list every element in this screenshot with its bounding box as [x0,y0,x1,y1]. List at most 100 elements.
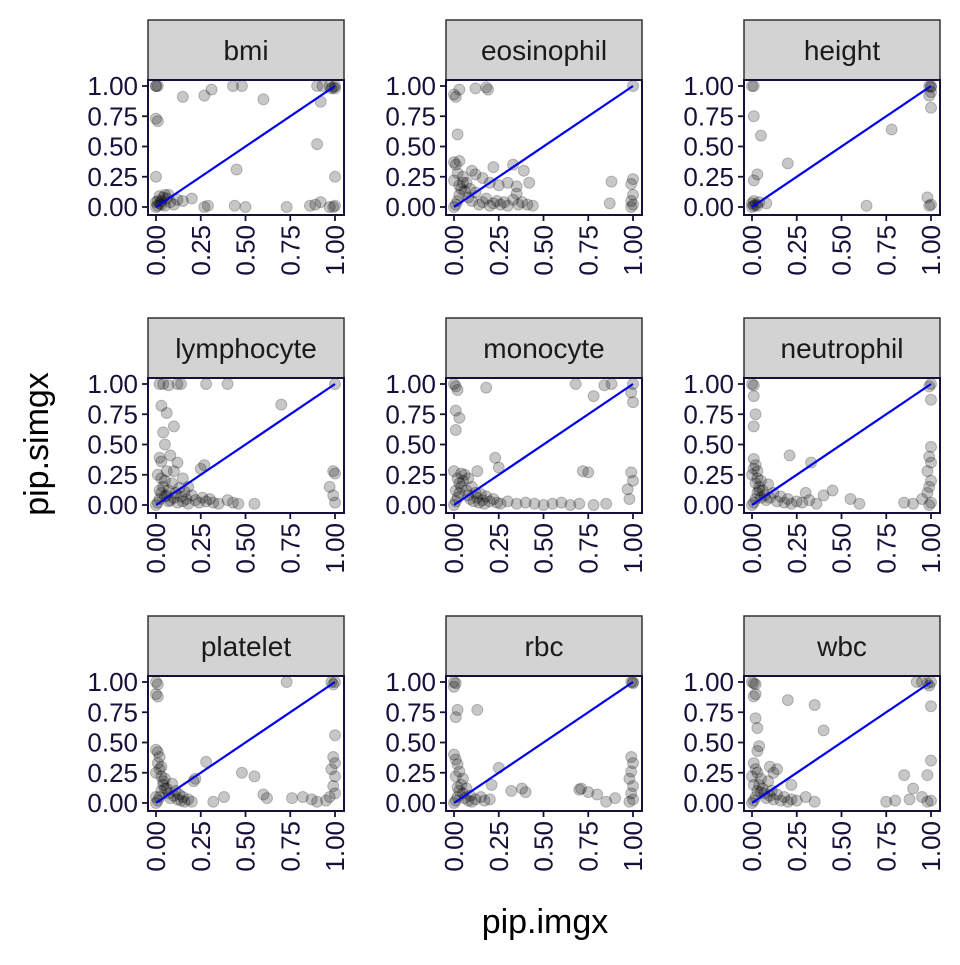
data-point [449,423,462,436]
data-point [747,80,760,92]
data-point [480,490,493,503]
data-point [453,765,466,778]
data-point [171,496,184,509]
data-point [754,474,767,487]
data-point [180,492,193,505]
data-point [329,199,341,212]
data-point [453,188,466,201]
data-point [480,381,493,394]
data-point [603,197,616,210]
data-point [925,456,937,469]
y-tick-label: 1.00 [87,667,138,697]
data-point [150,170,162,183]
data-point [155,784,168,797]
data-point [627,198,639,211]
data-point [625,386,638,399]
data-point [483,495,496,508]
data-point [923,480,936,493]
y-tick-label: 0.75 [683,697,734,727]
data-point [232,497,245,510]
points-group [150,80,341,213]
facet-strip [445,317,643,379]
data-point [753,480,766,493]
data-point [469,82,482,95]
identity-line [751,681,932,804]
data-point [235,80,248,92]
facet-strip [147,615,345,677]
x-tick-label: 0.75 [275,523,305,574]
x-tick-label: 1.00 [320,225,350,276]
data-point [763,760,776,773]
data-point [476,494,489,507]
data-point [176,495,189,508]
data-point [546,497,559,510]
y-tick-label: 0.25 [683,758,734,788]
x-tick-label: 0.25 [782,523,812,574]
y-tick-label: 0.75 [683,101,734,131]
data-point [453,486,466,499]
x-tick-label: 0.75 [275,821,305,872]
data-point [575,782,588,795]
data-point [889,794,902,807]
data-point [487,161,500,174]
y-tick-label: 0.25 [385,758,436,788]
data-point [523,176,536,189]
x-tick-label: 0.50 [529,225,559,276]
data-point [221,378,234,390]
identity-line [453,383,634,506]
data-point [925,700,937,713]
data-point [323,201,336,213]
data-point [329,467,341,480]
data-point [286,792,299,805]
facet-strip-label: lymphocyte [175,333,317,364]
y-tick-label: 0.00 [683,788,734,818]
data-point [451,703,464,716]
facet-strip-label: platelet [201,631,292,662]
data-point [487,197,500,210]
data-point [150,766,162,779]
data-point [516,196,529,209]
data-point [623,795,636,808]
data-point [790,794,803,807]
data-point [749,477,762,490]
data-point [471,703,484,716]
data-point [449,770,462,783]
data-point [196,491,209,504]
data-point [605,175,618,188]
data-point [627,188,639,201]
data-point [478,794,491,807]
data-point [598,379,611,392]
facet-strip-label: monocyte [483,333,604,364]
x-tick-label: 0.00 [439,821,469,872]
data-point [167,198,180,211]
data-point [235,766,248,779]
data-point [320,794,333,807]
data-point [167,465,180,478]
data-point [449,90,462,103]
data-point [449,158,462,171]
data-point [747,690,760,703]
data-point [519,496,532,509]
data-point [826,484,839,497]
points-group [448,80,639,213]
identity-line [155,383,336,506]
x-tick-label: 1.00 [618,225,648,276]
data-point [519,786,532,799]
data-point [609,792,622,805]
data-point [176,472,189,485]
data-point [803,494,816,507]
x-tick-label: 0.00 [439,225,469,276]
data-point [198,459,211,472]
data-point [157,775,170,788]
data-point [817,489,830,502]
data-point [151,746,164,759]
data-point [257,788,270,801]
data-point [510,180,523,193]
data-point [329,770,341,783]
data-point [221,494,234,507]
data-point [212,497,225,510]
data-point [808,698,821,711]
data-point [465,164,478,177]
